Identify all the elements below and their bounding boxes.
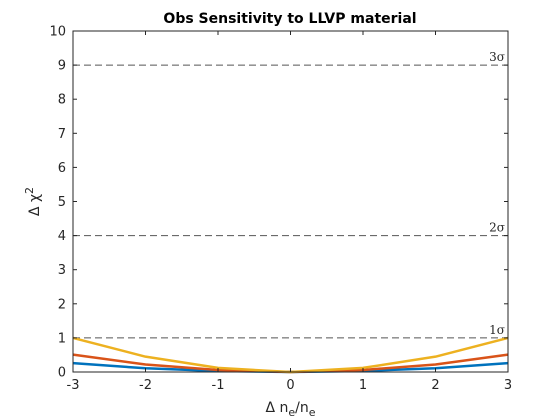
x-tick-label-6: 3: [504, 378, 512, 393]
y-tick-label-0: 0: [58, 366, 66, 381]
x-tick-label-1: -2: [139, 378, 152, 393]
y-tick-label-6: 6: [58, 161, 66, 176]
y-axis-title: Δ χ2: [23, 187, 43, 216]
y-axis-label: Δ χ2: [23, 187, 43, 216]
x-tick-label-0: -3: [67, 378, 80, 393]
y-tick-label-5: 5: [58, 195, 66, 210]
x-tick-label-5: 2: [431, 378, 439, 393]
y-tick-label-4: 4: [58, 229, 66, 244]
reference-lines: [73, 64, 508, 339]
x-axis-label: Δ ne/ne: [265, 400, 315, 419]
x-tick-label-2: -1: [212, 378, 225, 393]
chart-title: Obs Sensitivity to LLVP material: [163, 11, 416, 27]
x-tick-label-3: 0: [286, 378, 294, 393]
y-tick-label-9: 9: [58, 59, 66, 74]
x-tick-label-4: 1: [359, 378, 367, 393]
y-tick-label-8: 8: [58, 93, 66, 108]
y-tick-label-10: 10: [49, 25, 66, 40]
y-tick-label-3: 3: [58, 263, 66, 278]
reference-labels: 1σ 2σ 3σ: [489, 50, 505, 337]
y-tick-label-7: 7: [58, 127, 66, 142]
plot-area: [73, 31, 508, 372]
axis-ticks: -3 -2 -1 0 1 2 3 0 1 2 3 4 5 6 7 8 9 10: [49, 25, 512, 394]
x-axis-title: Δ ne/ne: [265, 400, 315, 419]
reference-label-2: 3σ: [489, 50, 505, 64]
reference-label-0: 1σ: [489, 323, 505, 337]
y-tick-label-2: 2: [58, 297, 66, 312]
reference-label-1: 2σ: [489, 221, 505, 235]
y-tick-label-1: 1: [58, 331, 66, 346]
